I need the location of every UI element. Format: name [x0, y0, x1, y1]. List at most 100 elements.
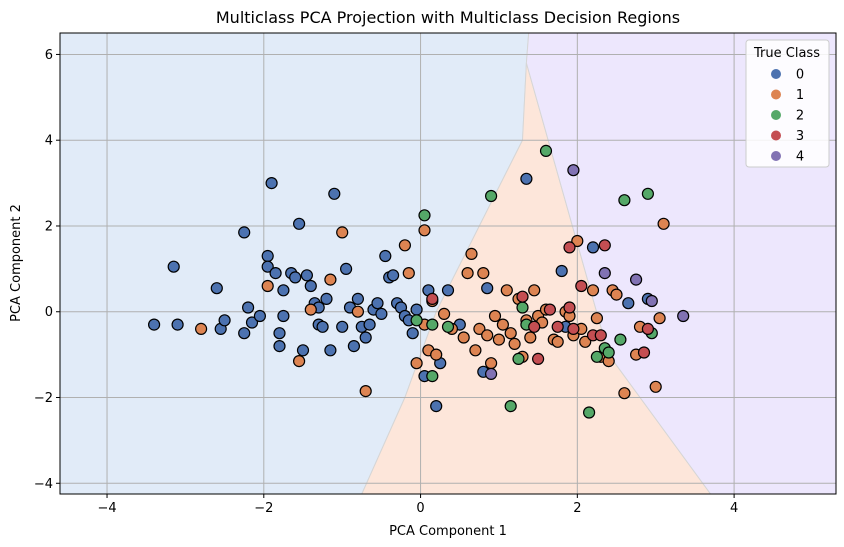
point-class-0: [371, 297, 384, 310]
point-class-0: [359, 331, 372, 344]
point-class-0: [171, 318, 184, 331]
point-class-0: [273, 340, 286, 353]
point-class-0: [261, 260, 274, 273]
point-class-0: [430, 400, 443, 413]
point-class-2: [602, 346, 615, 359]
point-class-0: [363, 318, 376, 331]
point-class-2: [539, 144, 553, 157]
plot-frame: [59, 32, 837, 495]
point-class-0: [167, 260, 180, 273]
legend-label-class-2: 2: [796, 109, 804, 124]
point-class-4: [629, 273, 643, 286]
point-class-1: [351, 305, 364, 318]
point-class-2: [618, 194, 631, 207]
point-class-0: [148, 318, 161, 331]
point-class-0: [277, 309, 290, 323]
point-class-2: [641, 187, 655, 200]
point-class-1: [418, 224, 431, 237]
point-class-1: [492, 333, 505, 346]
point-class-0: [269, 267, 282, 280]
point-class-1: [524, 331, 537, 344]
point-class-0: [320, 292, 333, 305]
point-class-2: [582, 406, 596, 419]
point-class-1: [610, 288, 623, 301]
x-tick-label: 0: [416, 501, 424, 516]
point-class-0: [347, 340, 360, 353]
point-class-1: [293, 355, 306, 368]
point-class-0: [218, 314, 231, 327]
point-class-1: [649, 380, 662, 393]
point-class-1: [504, 327, 517, 340]
point-class-3: [567, 322, 580, 335]
point-class-0: [336, 320, 349, 333]
point-class-1: [359, 385, 372, 398]
point-class-0: [261, 249, 274, 263]
point-class-0: [300, 269, 313, 282]
point-class-1: [398, 239, 411, 252]
point-class-0: [304, 279, 317, 293]
point-class-3: [637, 346, 651, 359]
point-class-0: [293, 217, 306, 230]
point-class-2: [410, 314, 423, 327]
point-class-1: [500, 284, 513, 297]
point-class-4: [645, 294, 658, 308]
y-tick-label: 6: [45, 48, 53, 63]
point-class-4: [677, 309, 690, 323]
point-class-1: [508, 337, 521, 350]
point-class-0: [328, 187, 341, 200]
point-class-3: [594, 329, 607, 342]
point-class-1: [528, 284, 541, 297]
point-class-0: [210, 282, 223, 295]
point-class-0: [410, 303, 423, 316]
point-class-0: [277, 284, 290, 297]
x-tick-label: −2: [254, 501, 273, 516]
point-class-0: [242, 301, 255, 314]
point-class-1: [410, 357, 423, 370]
point-class-2: [504, 400, 517, 413]
point-class-1: [473, 322, 486, 335]
point-class-1: [336, 226, 349, 239]
point-class-0: [351, 292, 364, 305]
point-class-4: [598, 267, 611, 280]
point-class-0: [441, 284, 455, 297]
point-class-1: [485, 357, 498, 370]
point-class-0: [375, 307, 388, 320]
point-class-1: [195, 322, 208, 335]
point-class-1: [657, 217, 670, 230]
point-class-3: [426, 292, 439, 305]
x-tick-label: −4: [97, 501, 116, 516]
point-class-1: [571, 234, 584, 248]
point-class-0: [324, 344, 337, 357]
point-class-2: [418, 209, 431, 222]
point-class-3: [543, 303, 557, 316]
y-tick-label: 0: [45, 305, 53, 320]
point-class-3: [598, 239, 611, 252]
point-class-1: [304, 303, 317, 316]
point-class-0: [555, 264, 568, 278]
point-class-0: [253, 309, 266, 323]
point-class-3: [516, 290, 529, 303]
point-class-0: [406, 327, 419, 340]
y-tick-label: −2: [34, 391, 53, 406]
point-class-0: [245, 316, 259, 329]
chart-title: Multiclass PCA Projection with Multiclas…: [216, 8, 680, 27]
point-class-4: [485, 367, 498, 380]
legend-box: [745, 39, 830, 168]
point-class-2: [485, 189, 498, 203]
x-axis-label: PCA Component 1: [389, 524, 507, 539]
point-class-3: [531, 352, 545, 365]
point-class-3: [563, 241, 576, 254]
legend: True Class 0 1 2 3 4: [745, 39, 830, 168]
point-class-3: [575, 279, 588, 293]
point-class-1: [402, 267, 415, 280]
point-class-2: [590, 350, 604, 363]
point-class-1: [465, 247, 478, 260]
point-class-2: [426, 318, 439, 331]
legend-label-class-3: 3: [796, 129, 804, 144]
point-class-0: [481, 282, 494, 295]
point-class-1: [469, 344, 482, 357]
point-class-2: [512, 352, 525, 365]
point-class-1: [261, 279, 274, 293]
y-tick-label: 2: [45, 219, 53, 234]
